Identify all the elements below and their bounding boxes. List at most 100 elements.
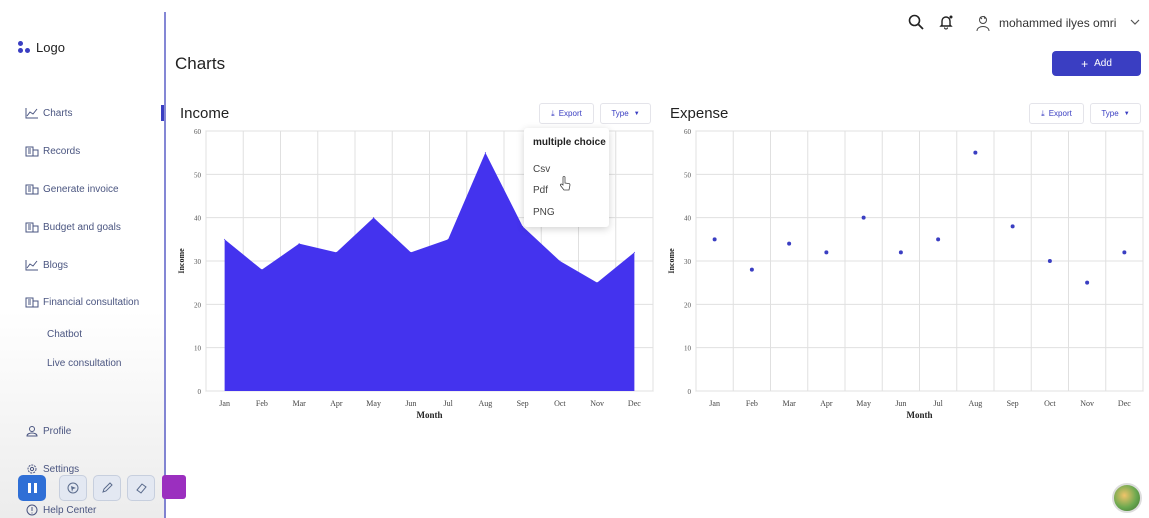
y-tick-label: 10 xyxy=(684,345,692,353)
sidebar-item-records[interactable]: Records xyxy=(25,145,80,157)
y-tick-label: 30 xyxy=(194,258,202,266)
chart-line-icon xyxy=(25,108,38,119)
hand-cursor-icon xyxy=(559,176,571,191)
eraser-tool-button[interactable] xyxy=(127,475,155,501)
logo[interactable]: Logo xyxy=(18,40,65,55)
x-tick-label: Jan xyxy=(219,399,230,408)
x-tick-label: Jul xyxy=(933,399,943,408)
sidebar-item-settings[interactable]: Settings xyxy=(25,463,79,475)
data-point xyxy=(447,238,449,240)
pen-icon xyxy=(102,482,113,493)
expense-export-button[interactable]: ⤓ Export xyxy=(1029,103,1084,124)
pen-tool-button[interactable] xyxy=(93,475,121,501)
sidebar-item-label: Help Center xyxy=(43,504,97,516)
sidebar-item-label: Blogs xyxy=(43,259,69,271)
sidebar-item-budget-and-goals[interactable]: Budget and goals xyxy=(25,221,121,233)
sidebar-item-label: Financial consultation xyxy=(43,296,140,308)
sidebar-item-label: Settings xyxy=(43,463,80,475)
sidebar-subitem-chatbot[interactable]: Chatbot xyxy=(47,329,83,340)
building-icon xyxy=(25,222,39,233)
x-tick-label: Jan xyxy=(709,399,720,408)
data-point xyxy=(596,282,598,284)
logo-text: Logo xyxy=(36,40,65,55)
avatar[interactable] xyxy=(974,14,992,32)
color-swatch-button[interactable] xyxy=(162,475,186,499)
sidebar-item-profile[interactable]: Profile xyxy=(25,425,71,437)
y-tick-label: 60 xyxy=(684,128,692,136)
add-button[interactable]: + Add xyxy=(1052,51,1141,76)
x-tick-label: May xyxy=(856,399,871,408)
sidebar-item-label: Budget and goals xyxy=(43,221,121,233)
user-icon xyxy=(26,426,38,437)
expense-type-dropdown[interactable]: Type ▼ xyxy=(1090,103,1141,124)
pause-icon xyxy=(27,483,31,493)
export-dropdown-menu: multiple choice Csv Pdf PNG xyxy=(524,128,609,227)
dropdown-heading: multiple choice xyxy=(533,137,606,148)
x-tick-label: Sep xyxy=(517,399,529,408)
floating-avatar[interactable] xyxy=(1112,483,1142,513)
y-axis-label: Income xyxy=(177,248,186,274)
sidebar-item-blogs[interactable]: Blogs xyxy=(25,259,68,271)
data-point xyxy=(410,251,412,253)
x-tick-label: Dec xyxy=(628,399,641,408)
caret-down-icon: ▼ xyxy=(1123,110,1130,117)
x-tick-label: Sep xyxy=(1007,399,1019,408)
export-label: Export xyxy=(558,109,582,118)
expense-chart: 0 10 20 30 40 50 60 Jan Feb Mar Apr May Jun Jul Aug Sep… xyxy=(667,128,1144,420)
income-title: Income xyxy=(180,105,230,122)
building-icon xyxy=(25,146,39,157)
sidebar-item-generate-invoice[interactable]: Generate invoice xyxy=(25,183,119,195)
x-tick-label: Nov xyxy=(1080,399,1094,408)
data-point xyxy=(261,269,263,271)
data-point xyxy=(484,152,486,154)
income-export-button[interactable]: ⤓ Export xyxy=(539,103,594,124)
expense-title: Expense xyxy=(670,105,729,122)
x-tick-label: Aug xyxy=(478,399,492,408)
y-tick-label: 40 xyxy=(194,215,202,223)
income-type-dropdown[interactable]: Type ▼ xyxy=(600,103,651,124)
y-tick-label: 20 xyxy=(684,301,692,309)
x-tick-label: Jul xyxy=(443,399,453,408)
search-icon[interactable] xyxy=(908,14,924,30)
building-icon xyxy=(25,184,39,195)
data-point xyxy=(936,237,941,242)
chevron-down-icon[interactable] xyxy=(1130,18,1140,26)
sidebar-item-label: Generate invoice xyxy=(43,183,119,195)
data-point xyxy=(298,243,300,245)
y-tick-label: 0 xyxy=(688,388,692,396)
eraser-icon xyxy=(136,483,147,494)
x-tick-label: Dec xyxy=(1118,399,1131,408)
download-icon: ⤓ xyxy=(551,108,555,118)
x-tick-label: Mar xyxy=(782,399,796,408)
cursor-icon xyxy=(67,482,79,494)
y-tick-label: 50 xyxy=(684,171,692,179)
caret-down-icon: ▼ xyxy=(633,110,640,117)
sidebar-item-charts[interactable]: Charts xyxy=(25,107,72,119)
data-point xyxy=(824,250,829,255)
cursor-tool-button[interactable] xyxy=(59,475,87,501)
bell-icon[interactable] xyxy=(938,14,954,30)
data-point xyxy=(224,238,226,240)
dropdown-option-csv[interactable]: Csv xyxy=(533,164,551,175)
x-tick-label: May xyxy=(366,399,381,408)
type-label: Type xyxy=(1101,109,1119,118)
y-tick-label: 20 xyxy=(194,301,202,309)
user-name[interactable]: mohammed ilyes omri xyxy=(999,16,1117,30)
x-tick-label: Oct xyxy=(1044,399,1056,408)
sidebar-item-financial-consultation[interactable]: Financial consultation xyxy=(25,296,139,308)
sidebar-subitem-live-consultation[interactable]: Live consultation xyxy=(47,358,122,369)
dropdown-option-png[interactable]: PNG xyxy=(533,207,555,218)
gear-icon xyxy=(27,464,37,474)
sidebar xyxy=(0,0,166,518)
dropdown-option-pdf[interactable]: Pdf xyxy=(533,185,549,196)
pause-button[interactable] xyxy=(18,475,46,501)
x-tick-label: Aug xyxy=(968,399,982,408)
sidebar-item-help-center[interactable]: Help Center xyxy=(25,504,96,516)
y-tick-label: 50 xyxy=(194,171,202,179)
data-point xyxy=(787,241,792,246)
x-tick-label: Jun xyxy=(895,399,906,408)
sidebar-item-label: Profile xyxy=(43,425,72,437)
x-tick-label: Jun xyxy=(405,399,416,408)
page-title: Charts xyxy=(175,54,226,73)
download-icon: ⤓ xyxy=(1041,108,1045,118)
